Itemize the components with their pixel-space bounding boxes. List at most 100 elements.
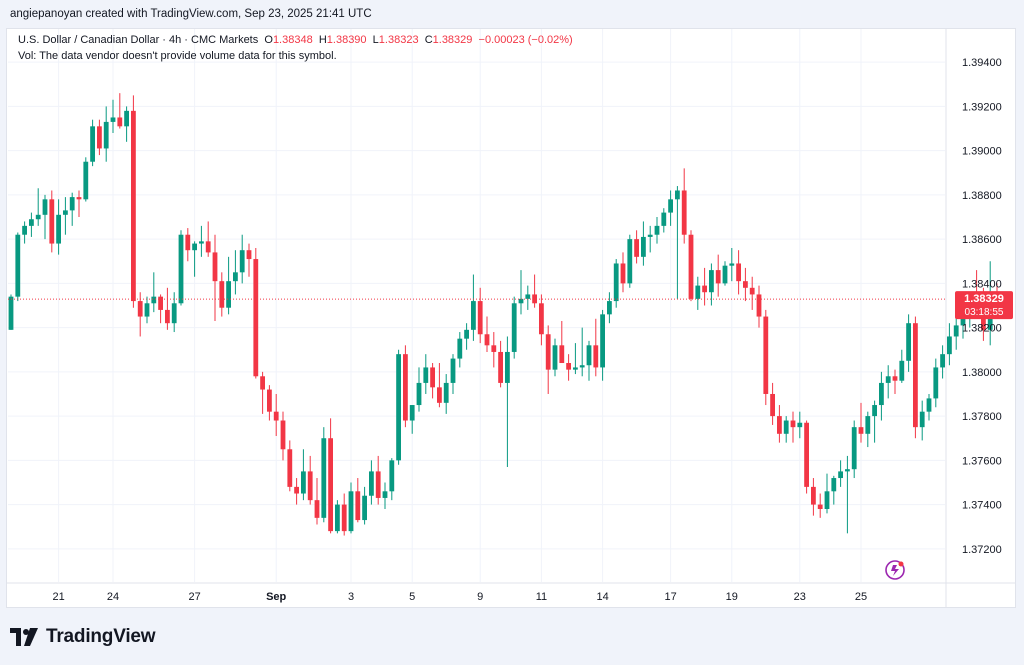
price-tag-value: 1.38329 — [964, 293, 1004, 305]
candle — [933, 358, 939, 408]
candle-body — [661, 212, 667, 226]
candle-body — [709, 270, 714, 293]
candle-body — [83, 161, 89, 200]
candle — [416, 367, 422, 412]
time-axis: 21 24 27 Sep 3 5 9 11 14 17 19 23 25 — [52, 591, 867, 603]
candle-body — [756, 294, 762, 317]
candle-body — [892, 376, 898, 381]
candle-body — [212, 252, 218, 282]
candle-body — [899, 360, 905, 381]
candle — [42, 194, 48, 240]
candle — [817, 493, 823, 518]
candle — [681, 168, 687, 244]
candle-body — [362, 495, 367, 521]
candle-body — [226, 281, 231, 308]
price-tag-countdown: 03:18:55 — [965, 307, 1004, 318]
candle-body — [328, 438, 333, 532]
candle — [464, 323, 469, 350]
candle-body — [110, 117, 116, 122]
candle — [219, 272, 225, 317]
candle-series — [8, 93, 1000, 536]
y-tick-label: 1.39000 — [962, 146, 1002, 158]
candle — [382, 482, 388, 510]
candle-body — [301, 471, 306, 494]
candle-body — [940, 354, 945, 368]
candle-body — [858, 427, 864, 434]
candle — [110, 99, 116, 133]
candle — [76, 190, 82, 218]
candle — [335, 500, 340, 534]
candle — [409, 405, 415, 434]
grid-lines — [7, 29, 1015, 607]
candle-body — [477, 301, 483, 335]
candle-body — [811, 486, 816, 505]
candle-body — [471, 301, 476, 330]
candle-body — [505, 351, 510, 383]
candle — [729, 247, 735, 282]
candle-body — [600, 314, 605, 368]
candle — [695, 276, 701, 310]
candle — [647, 225, 653, 253]
candle-body — [797, 422, 803, 428]
candle-body — [681, 190, 687, 235]
candle-body — [144, 303, 150, 317]
candle — [131, 95, 136, 308]
candle-body — [824, 491, 830, 510]
candle-body — [525, 294, 531, 299]
candle — [29, 212, 34, 237]
candle — [654, 217, 660, 244]
candle-body — [22, 225, 27, 235]
candle — [586, 340, 592, 381]
candle — [641, 221, 646, 266]
candle — [865, 411, 871, 448]
watermark-icon — [885, 560, 905, 580]
candle — [280, 411, 286, 461]
candle — [879, 371, 884, 421]
candle — [389, 458, 395, 501]
candle-body — [702, 285, 707, 293]
close-value: 1.38329 — [432, 34, 473, 46]
candle-body — [729, 263, 735, 266]
candle-body — [913, 323, 918, 428]
candle — [892, 369, 898, 394]
candle-body — [199, 241, 204, 244]
candle-body — [171, 303, 177, 324]
brand-logo[interactable]: TradingView — [10, 626, 156, 648]
candle-body — [688, 234, 694, 299]
candle — [117, 93, 123, 129]
candle-body — [518, 298, 524, 304]
candle — [35, 188, 41, 226]
candle-body — [926, 398, 932, 412]
candle-body — [906, 323, 911, 361]
candle-body — [641, 236, 646, 257]
candle — [661, 208, 667, 233]
candle-body — [409, 405, 415, 421]
x-tick-label: 5 — [409, 591, 415, 603]
candle — [233, 250, 238, 295]
candle-body — [831, 478, 837, 492]
candle-body — [8, 296, 14, 330]
y-tick-label: 1.37600 — [962, 455, 1002, 467]
candle — [144, 296, 150, 324]
y-tick-label: 1.38000 — [962, 367, 1002, 379]
candle — [341, 493, 347, 536]
candle — [63, 197, 68, 235]
candle — [722, 261, 728, 286]
candle — [675, 186, 680, 299]
candle — [355, 478, 361, 523]
candle-body — [749, 287, 755, 295]
candle — [165, 287, 170, 330]
candle-body — [403, 354, 408, 421]
candle-body — [593, 345, 599, 368]
candle — [457, 332, 463, 368]
candle-body — [389, 460, 395, 492]
candle — [845, 455, 850, 534]
candle-body — [498, 351, 503, 383]
candle-body — [321, 438, 327, 518]
candle — [437, 363, 442, 408]
candle — [552, 338, 558, 377]
candle — [797, 411, 803, 439]
candle — [518, 270, 524, 315]
candle-body — [117, 117, 123, 127]
